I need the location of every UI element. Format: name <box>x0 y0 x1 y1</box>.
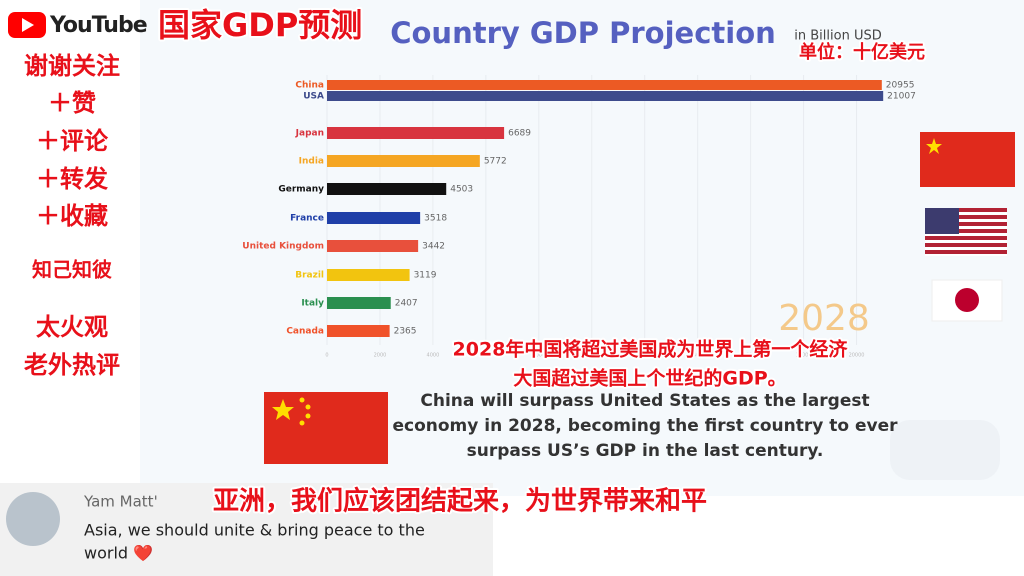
category-label: USA <box>303 92 324 102</box>
unit-note: 单位：十亿美元 <box>799 41 925 63</box>
x-tick-label: 16000 <box>743 353 759 359</box>
category-label: China <box>295 81 324 91</box>
bar <box>327 325 390 337</box>
english-caption: China will surpass United States as the … <box>420 391 869 411</box>
sidebar-text: ＋转发 <box>36 165 108 193</box>
logo-text: YouTube <box>49 13 147 38</box>
x-tick-label: 18000 <box>796 353 812 359</box>
value-label: 2407 <box>395 299 418 309</box>
x-tick-label: 14000 <box>690 353 706 359</box>
bar <box>327 269 410 281</box>
flag-usa <box>925 208 1007 256</box>
category-label: India <box>299 157 324 167</box>
english-caption: economy in 2028, becoming the first coun… <box>392 416 898 436</box>
chinese-subtitle: 亚洲，我们应该团结起来，为世界带来和平 <box>213 486 707 517</box>
chart-title: Country GDP Projection <box>390 16 776 50</box>
x-tick-label: 8000 <box>532 353 545 359</box>
chart-subtitle: in Billion USD <box>794 29 881 44</box>
chinese-caption: 大国超过美国上个世纪的GDP。 <box>513 367 786 390</box>
value-label: 6689 <box>508 129 531 139</box>
category-label: Japan <box>295 129 324 139</box>
bar <box>327 155 480 167</box>
sidebar-text: ＋评论 <box>36 127 109 155</box>
bar <box>327 240 419 252</box>
value-label: 4503 <box>450 185 473 195</box>
value-label: 21007 <box>887 92 916 102</box>
sidebar-text: 老外热评 <box>24 351 120 379</box>
x-tick-label: 10000 <box>584 353 600 359</box>
sidebar-text: 谢谢关注 <box>24 52 120 80</box>
category-label: Germany <box>278 185 324 195</box>
category-label: United Kingdom <box>242 242 324 252</box>
value-label: 20955 <box>886 81 915 91</box>
sidebar-text: 知己知彼 <box>32 258 112 282</box>
category-label: Brazil <box>295 271 324 281</box>
bar <box>327 297 391 309</box>
flag-china-large <box>264 392 388 464</box>
comment-box <box>0 483 493 576</box>
bar <box>327 127 505 139</box>
chinese-caption: 2028年中国将超过美国成为世界上第一个经济 <box>453 338 849 361</box>
bar <box>327 91 884 101</box>
avatar <box>6 492 60 546</box>
value-label: 3442 <box>422 242 445 252</box>
flag-china <box>920 132 1015 187</box>
x-tick-label: 4000 <box>427 353 440 359</box>
sidebar-text: 太火观 <box>36 313 108 341</box>
blur-patch <box>890 420 1000 480</box>
year-label: 2028 <box>778 298 870 339</box>
flag-japan <box>931 279 1003 322</box>
x-tick-label: 12000 <box>637 353 653 359</box>
sidebar-text: ＋收藏 <box>36 202 108 230</box>
bar <box>327 183 447 195</box>
value-label: 3119 <box>414 271 437 281</box>
category-label: France <box>290 214 324 224</box>
sidebar-text: ＋赞 <box>48 89 96 117</box>
x-tick-label: 0 <box>325 353 328 359</box>
x-tick-label: 20000 <box>849 353 865 359</box>
value-label: 5772 <box>484 157 507 167</box>
category-label: Canada <box>286 327 324 337</box>
english-caption: surpass US’s GDP in the last century. <box>467 441 824 461</box>
x-tick-label: 2000 <box>374 353 387 359</box>
value-label: 3518 <box>424 214 447 224</box>
bar <box>327 80 882 90</box>
comment-text: world ❤️ <box>84 544 153 563</box>
logo-play <box>22 18 34 32</box>
value-label: 2365 <box>394 327 417 337</box>
bar <box>327 212 421 224</box>
x-tick-label: 6000 <box>479 353 492 359</box>
comment-author: Yam Matt' <box>83 493 158 511</box>
comment-text: Asia, we should unite & bring peace to t… <box>84 521 425 540</box>
category-label: Italy <box>301 299 324 309</box>
chinese-title: 国家GDP预测 <box>158 6 362 44</box>
